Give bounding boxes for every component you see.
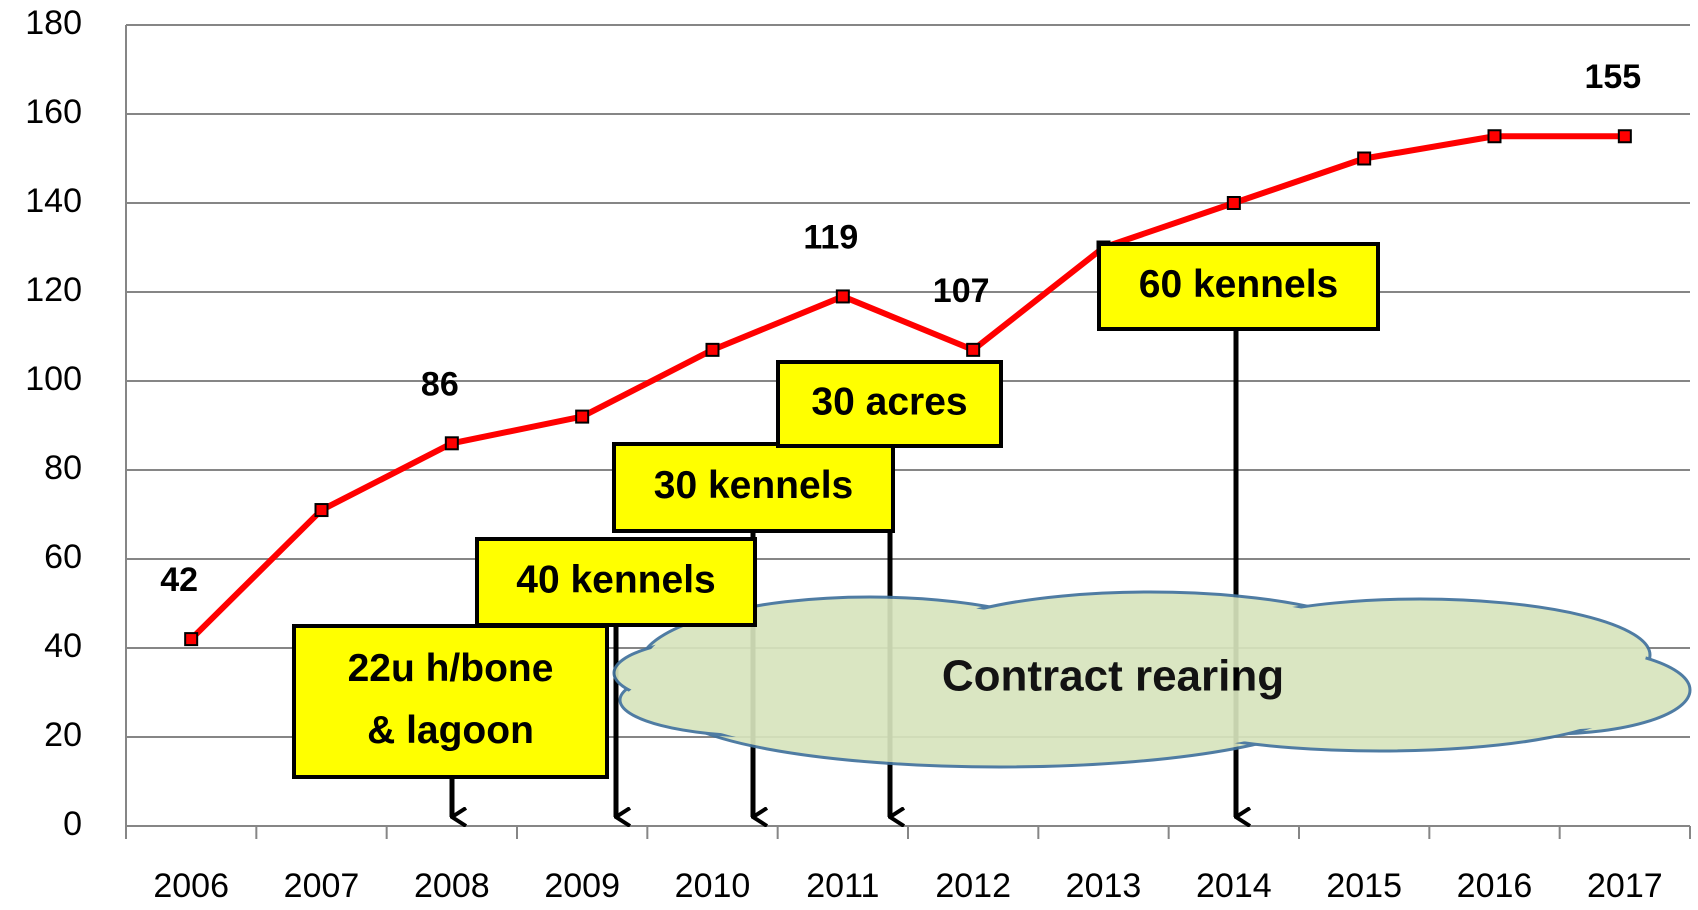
- y-tick-label: 0: [63, 805, 82, 843]
- point-marker: [1357, 151, 1372, 166]
- annotation-text: 30 kennels: [654, 464, 853, 507]
- x-tick-label: 2012: [935, 867, 1011, 905]
- data-label: 155: [1584, 58, 1641, 96]
- annotation-text: 40 kennels: [516, 558, 715, 601]
- x-tick-label: 2007: [284, 867, 360, 905]
- point-marker: [575, 409, 590, 424]
- cloud: Contract rearing: [612, 590, 1692, 769]
- y-tick-label: 80: [44, 449, 82, 487]
- point-marker: [1226, 196, 1241, 210]
- y-tick-label: 180: [25, 4, 82, 42]
- annotations: 22u h/bone & lagoon 40 kennels 30 kennels 30…: [292, 242, 1380, 779]
- point-marker: [835, 289, 850, 304]
- x-tick-label: 2016: [1457, 867, 1533, 905]
- point-marker: [184, 632, 199, 647]
- y-tick-label: 100: [25, 360, 82, 398]
- annotation-box: [776, 360, 1003, 448]
- annotation-box: [1097, 242, 1380, 331]
- data-label: 119: [803, 218, 858, 256]
- point-marker: [314, 503, 329, 518]
- y-tick-label: 60: [44, 538, 82, 576]
- x-tick-label: 2010: [675, 867, 751, 905]
- y-tick-label: 40: [44, 627, 82, 665]
- x-tick-label: 2008: [414, 867, 490, 905]
- grid: 0 20 40 60 80 100 120 140 160 180 2006 2007 2008 2009…: [25, 4, 1691, 905]
- annotation-text: & lagoon: [367, 709, 534, 752]
- x-tick-label: 2011: [806, 867, 879, 905]
- point-marker: [444, 436, 459, 451]
- series: 42 86 119 107 155: [160, 58, 1641, 647]
- cloud-text: Contract rearing: [942, 652, 1284, 701]
- data-label: 107: [933, 272, 990, 310]
- y-tick-label: 120: [25, 271, 82, 309]
- series-line: [189, 133, 1625, 642]
- y-tick-label: 140: [25, 182, 82, 220]
- x-tick-label: 2013: [1066, 867, 1142, 905]
- point-marker: [1487, 129, 1502, 144]
- annotation-text: 22u h/bone: [348, 647, 554, 690]
- x-tick-label: 2017: [1587, 867, 1663, 905]
- x-tick-label: 2014: [1196, 867, 1272, 905]
- y-tick-label: 20: [44, 716, 82, 754]
- point-marker: [705, 342, 720, 357]
- annotation-box: [475, 537, 757, 627]
- data-label: 86: [421, 365, 459, 403]
- x-tick-label: 2009: [544, 867, 620, 905]
- x-tick-label: 2006: [153, 867, 229, 905]
- annotation-box: [292, 624, 609, 779]
- annotation-text: 30 acres: [811, 380, 967, 423]
- data-label: 42: [160, 561, 198, 599]
- x-tick-label: 2015: [1326, 867, 1402, 905]
- y-tick-label: 160: [25, 93, 82, 131]
- point-marker: [966, 342, 981, 357]
- annotation-box: [612, 442, 895, 533]
- annotation-text: 60 kennels: [1139, 263, 1338, 306]
- point-marker: [1617, 129, 1632, 144]
